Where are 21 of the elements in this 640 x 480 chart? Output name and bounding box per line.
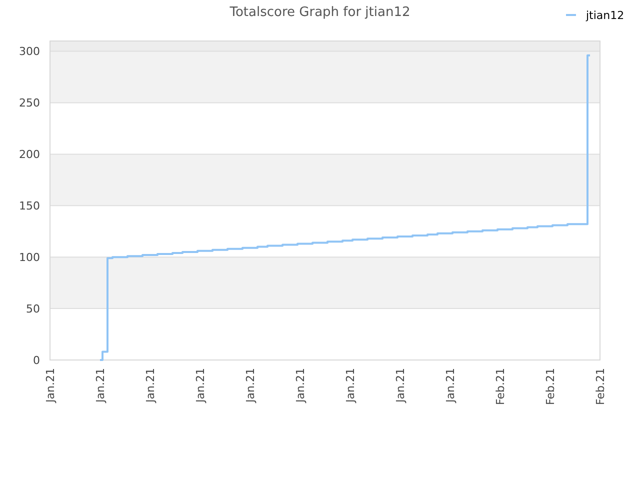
- x-tick-label: Jan.21: [44, 368, 57, 404]
- x-tick-label: Feb.21: [594, 368, 607, 405]
- x-tick-label: Jan.21: [144, 368, 157, 404]
- y-tick-label: 200: [19, 148, 40, 162]
- legend-label: jtian12: [585, 8, 624, 22]
- x-tick-label: Feb.21: [494, 368, 507, 405]
- y-tick-label: 0: [33, 354, 40, 367]
- x-tick-label: Jan.21: [194, 368, 207, 404]
- x-tick-label: Jan.21: [344, 368, 357, 404]
- chart-title: Totalscore Graph for jtian12: [228, 5, 410, 20]
- x-tick-label: Jan.21: [444, 368, 457, 404]
- y-tick-label: 250: [19, 96, 40, 110]
- x-tick-label: Jan.21: [294, 368, 307, 404]
- x-tick-label: Jan.21: [244, 368, 257, 404]
- y-tick-label: 50: [26, 302, 40, 316]
- y-tick-label: 100: [19, 250, 40, 264]
- x-tick-label: Jan.21: [94, 368, 107, 404]
- y-tick-label: 150: [19, 199, 40, 212]
- x-tick-label: Jan.21: [394, 368, 407, 404]
- y-tick-label: 300: [19, 45, 40, 58]
- x-tick-label: Feb.21: [544, 368, 557, 405]
